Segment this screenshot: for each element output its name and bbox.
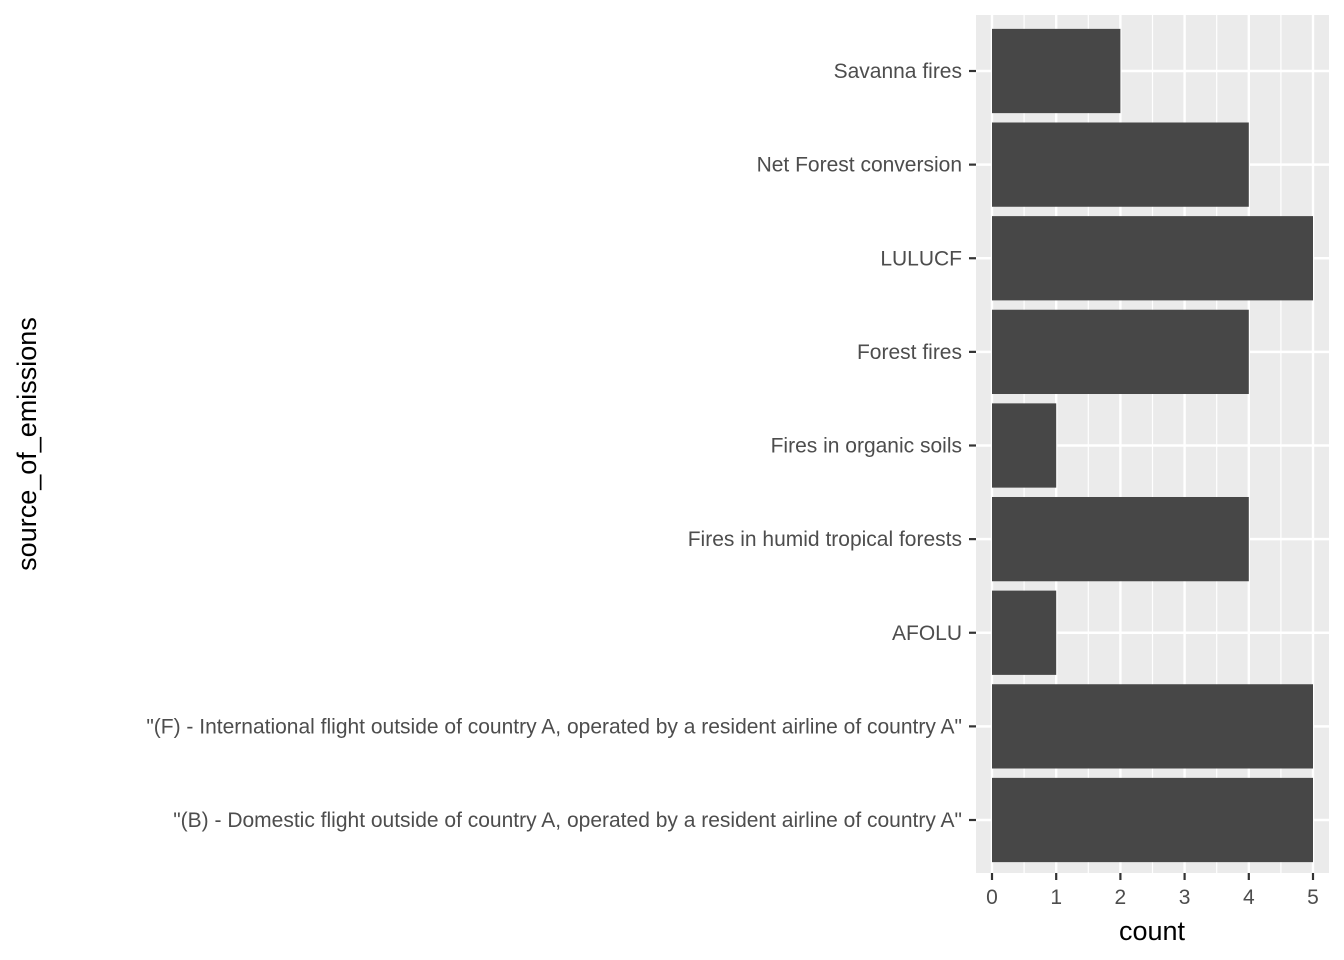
y-axis: "(B) - Domestic flight outside of countr… [146, 60, 976, 832]
x-tick-label: 3 [1179, 886, 1191, 909]
bar [992, 216, 1313, 301]
bar [992, 590, 1057, 675]
bar [992, 496, 1249, 582]
x-tick-label: 1 [1050, 886, 1062, 909]
y-axis-title: source_of_emissions [12, 317, 42, 571]
bar [992, 777, 1313, 863]
x-tick-label: 5 [1307, 886, 1319, 909]
bar [992, 684, 1313, 769]
x-axis-title: count [1119, 916, 1186, 946]
y-tick-label: Fires in organic soils [771, 435, 962, 458]
y-tick-label: Savanna fires [834, 60, 962, 83]
bar [992, 28, 1121, 114]
bars [992, 28, 1313, 863]
y-tick-label: "(B) - Domestic flight outside of countr… [173, 809, 962, 832]
y-tick-label: Fires in humid tropical forests [688, 528, 962, 551]
x-axis: 0 1 2 3 4 5 [986, 873, 1319, 909]
y-tick-label: LULUCF [880, 247, 962, 270]
bar [992, 122, 1249, 207]
x-tick-label: 0 [986, 886, 998, 909]
y-tick-label: AFOLU [892, 622, 962, 645]
y-tick-label: Forest fires [857, 341, 962, 364]
bar [992, 309, 1249, 395]
x-tick-label: 4 [1243, 886, 1255, 909]
x-tick-label: 2 [1115, 886, 1127, 909]
bar [992, 403, 1057, 488]
y-tick-label: "(F) - International flight outside of c… [146, 715, 962, 738]
y-tick-label: Net Forest conversion [757, 154, 962, 177]
